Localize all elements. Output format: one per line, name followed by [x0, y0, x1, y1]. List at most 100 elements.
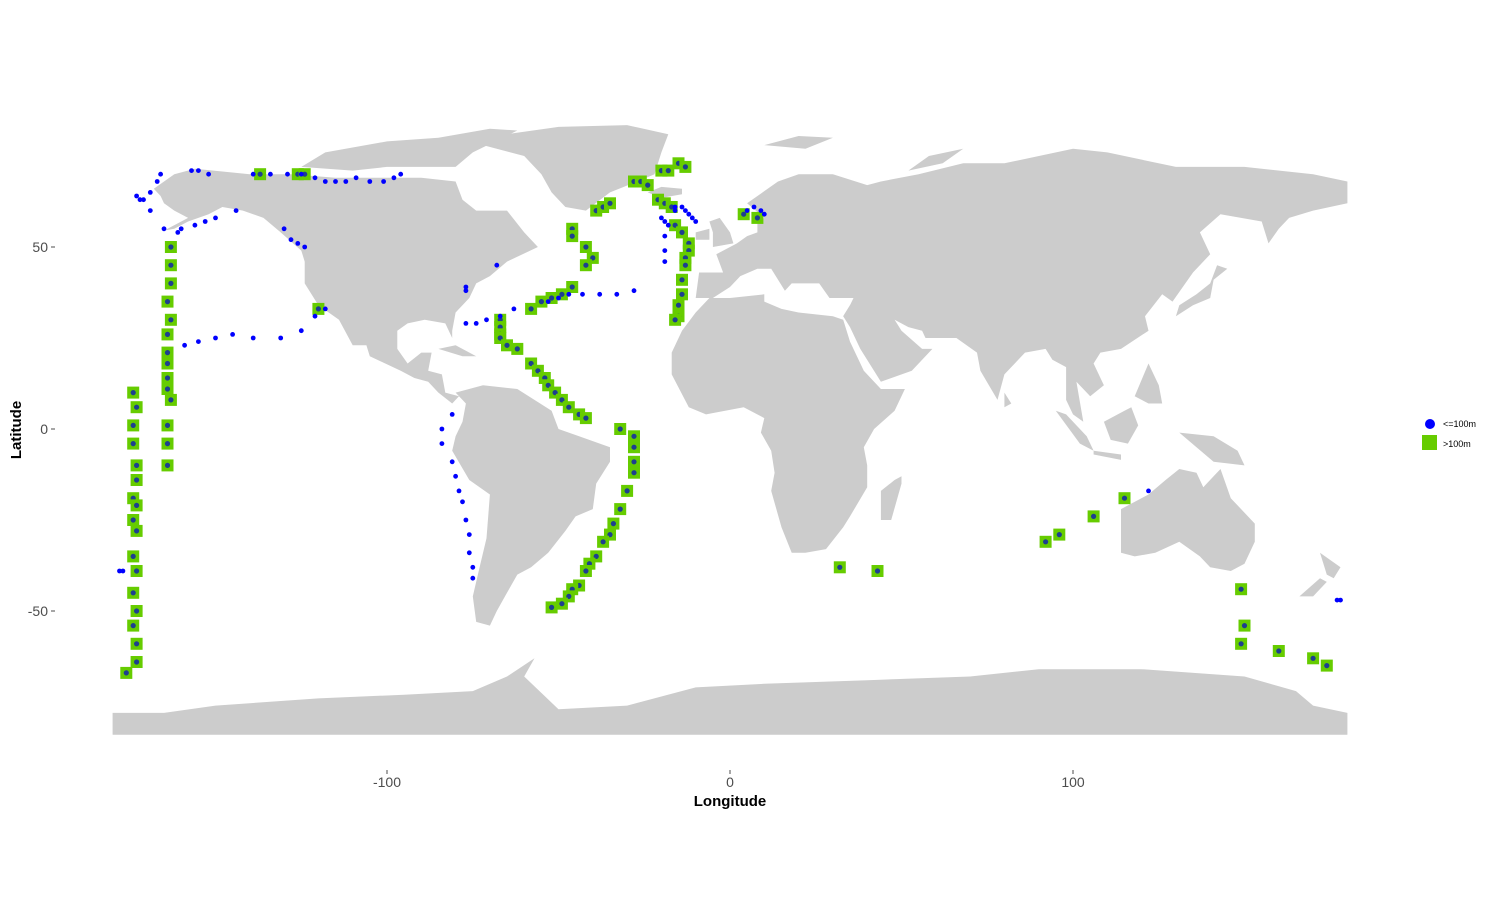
point-le-100m	[367, 179, 373, 184]
point-le-100m	[120, 568, 126, 574]
point-le-100m	[288, 237, 294, 243]
x-tick-label: 0	[726, 774, 734, 790]
point-le-100m	[213, 335, 218, 341]
land-new-zealand-n	[1320, 552, 1341, 579]
land-arabia-link	[843, 290, 895, 324]
land-arctic-islands	[301, 128, 518, 171]
land-cuba	[438, 345, 477, 357]
point-gt-100m-center	[569, 233, 575, 239]
point-le-100m	[463, 321, 469, 326]
point-le-100m	[662, 259, 668, 264]
point-gt-100m-center	[168, 397, 174, 403]
point-gt-100m-center	[134, 528, 140, 534]
point-le-100m	[473, 321, 479, 326]
point-gt-100m-center	[741, 211, 747, 217]
point-gt-100m-center	[583, 244, 589, 250]
point-gt-100m-center	[1241, 623, 1248, 629]
point-gt-100m-center	[559, 601, 565, 607]
point-le-100m	[322, 306, 328, 312]
point-le-100m	[343, 179, 349, 184]
point-gt-100m-center	[610, 521, 617, 527]
point-le-100m	[295, 241, 301, 246]
point-le-100m	[466, 532, 472, 537]
y-axis-title: Latitude	[8, 401, 25, 459]
point-gt-100m-center	[168, 244, 174, 250]
point-gt-100m-center	[874, 568, 881, 574]
land-masses	[112, 125, 1348, 735]
point-le-100m	[662, 219, 668, 224]
point-gt-100m-center	[130, 441, 136, 447]
point-gt-100m-center	[672, 317, 678, 323]
land-scandinavia-gulf	[764, 192, 816, 229]
point-gt-100m-center	[164, 422, 171, 428]
point-le-100m	[449, 412, 455, 417]
point-le-100m	[147, 208, 153, 214]
point-gt-100m-center	[682, 164, 689, 170]
point-gt-100m-center	[164, 350, 171, 356]
y-tick-label: 50	[32, 239, 48, 255]
point-gt-100m-center	[164, 299, 171, 305]
point-le-100m	[230, 332, 236, 337]
point-gt-100m-center	[631, 470, 637, 476]
point-gt-100m-center	[257, 171, 263, 177]
point-gt-100m-center	[134, 608, 140, 614]
point-le-100m	[744, 208, 750, 214]
land-australia	[1121, 469, 1255, 571]
point-gt-100m-center	[497, 317, 503, 323]
point-gt-100m-center	[675, 302, 682, 308]
point-gt-100m-center	[631, 459, 637, 465]
land-borneo	[1103, 407, 1139, 444]
point-le-100m	[484, 317, 489, 323]
point-gt-100m-center	[583, 262, 589, 268]
point-gt-100m-center	[559, 291, 565, 297]
point-gt-100m-center	[617, 426, 623, 432]
legend-key-gt-100m	[1422, 435, 1437, 450]
point-gt-100m-center	[1091, 513, 1097, 520]
point-gt-100m-center	[538, 299, 545, 305]
point-le-100m	[158, 171, 164, 177]
land-sumatra	[1055, 410, 1094, 451]
legend-label-gt-100m: >100m	[1443, 439, 1471, 449]
point-le-100m	[470, 575, 476, 581]
land-novaya-zemlya	[908, 148, 964, 171]
point-gt-100m-center	[1043, 539, 1049, 545]
point-le-100m	[566, 291, 572, 297]
point-gt-100m-center	[566, 404, 572, 410]
point-gt-100m-center	[134, 477, 140, 483]
point-le-100m	[679, 204, 685, 210]
point-gt-100m-center	[837, 564, 843, 570]
point-le-100m	[545, 299, 551, 304]
x-tick-label: -100	[373, 774, 401, 790]
point-le-100m	[192, 222, 198, 228]
y-tick-label: -50	[28, 603, 48, 619]
point-le-100m	[453, 473, 458, 479]
point-le-100m	[312, 175, 318, 181]
point-le-100m	[178, 226, 184, 232]
land-africa	[671, 294, 905, 553]
point-gt-100m-center	[130, 553, 136, 560]
point-gt-100m-center	[164, 462, 171, 468]
point-gt-100m-center	[130, 590, 136, 596]
point-gt-100m-center	[1324, 663, 1330, 669]
point-le-100m	[511, 306, 517, 312]
point-le-100m	[298, 328, 304, 334]
point-le-100m	[761, 211, 767, 217]
point-gt-100m-center	[164, 386, 171, 392]
point-le-100m	[196, 168, 201, 174]
point-le-100m	[268, 171, 273, 177]
point-gt-100m-center	[679, 229, 685, 235]
point-gt-100m-center	[1276, 648, 1282, 654]
land-new-guinea	[1179, 432, 1245, 466]
point-le-100m	[233, 208, 239, 214]
point-gt-100m-center	[624, 488, 630, 494]
land-japan	[1175, 265, 1228, 317]
point-le-100m	[456, 488, 462, 494]
point-le-100m	[439, 441, 445, 446]
land-antarctica	[112, 658, 1348, 735]
point-gt-100m-center	[168, 262, 174, 268]
land-java	[1093, 450, 1121, 460]
legend: <=100m >100m	[1422, 419, 1476, 450]
land-philippines	[1134, 363, 1163, 404]
point-le-100m	[322, 179, 328, 184]
